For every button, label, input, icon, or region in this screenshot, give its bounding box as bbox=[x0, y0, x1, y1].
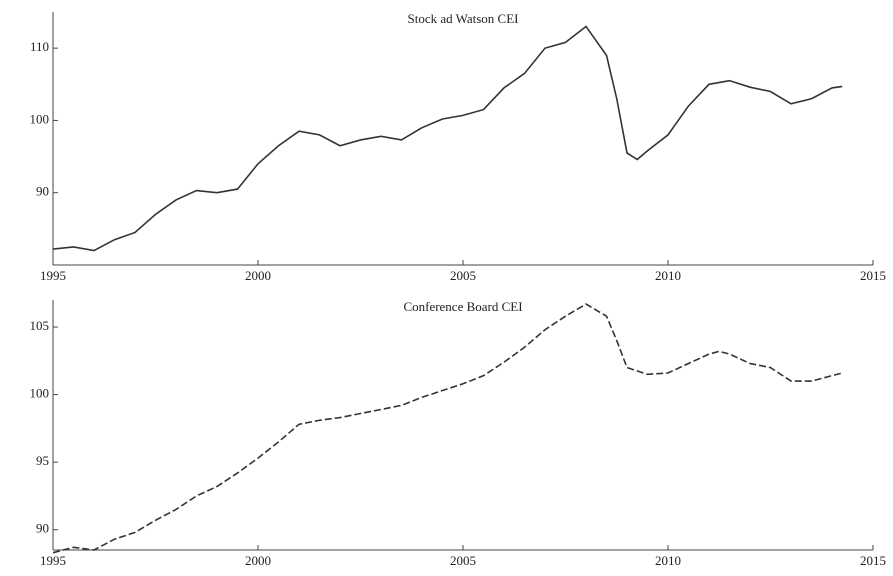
y-tick-label: 100 bbox=[30, 111, 50, 126]
series-line bbox=[52, 303, 843, 554]
series-line bbox=[52, 25, 843, 252]
x-tick-label: 1995 bbox=[40, 553, 66, 568]
x-tick-label: 2010 bbox=[655, 553, 681, 568]
y-tick-label: 90 bbox=[36, 521, 49, 536]
y-tick-label: 110 bbox=[30, 39, 49, 54]
x-tick-label: 2005 bbox=[450, 268, 476, 283]
x-tick-label: 1995 bbox=[40, 268, 66, 283]
x-tick-label: 2015 bbox=[860, 553, 886, 568]
x-tick-label: 2000 bbox=[245, 268, 271, 283]
x-tick-label: 2010 bbox=[655, 268, 681, 283]
chart-title: Conference Board CEI bbox=[403, 299, 522, 314]
chart-title: Stock ad Watson CEI bbox=[407, 11, 518, 26]
x-tick-label: 2005 bbox=[450, 553, 476, 568]
y-tick-label: 90 bbox=[36, 184, 49, 199]
x-tick-label: 2000 bbox=[245, 553, 271, 568]
x-tick-label: 2015 bbox=[860, 268, 886, 283]
y-tick-label: 95 bbox=[36, 453, 49, 468]
y-tick-label: 105 bbox=[30, 318, 50, 333]
y-tick-label: 100 bbox=[30, 386, 50, 401]
